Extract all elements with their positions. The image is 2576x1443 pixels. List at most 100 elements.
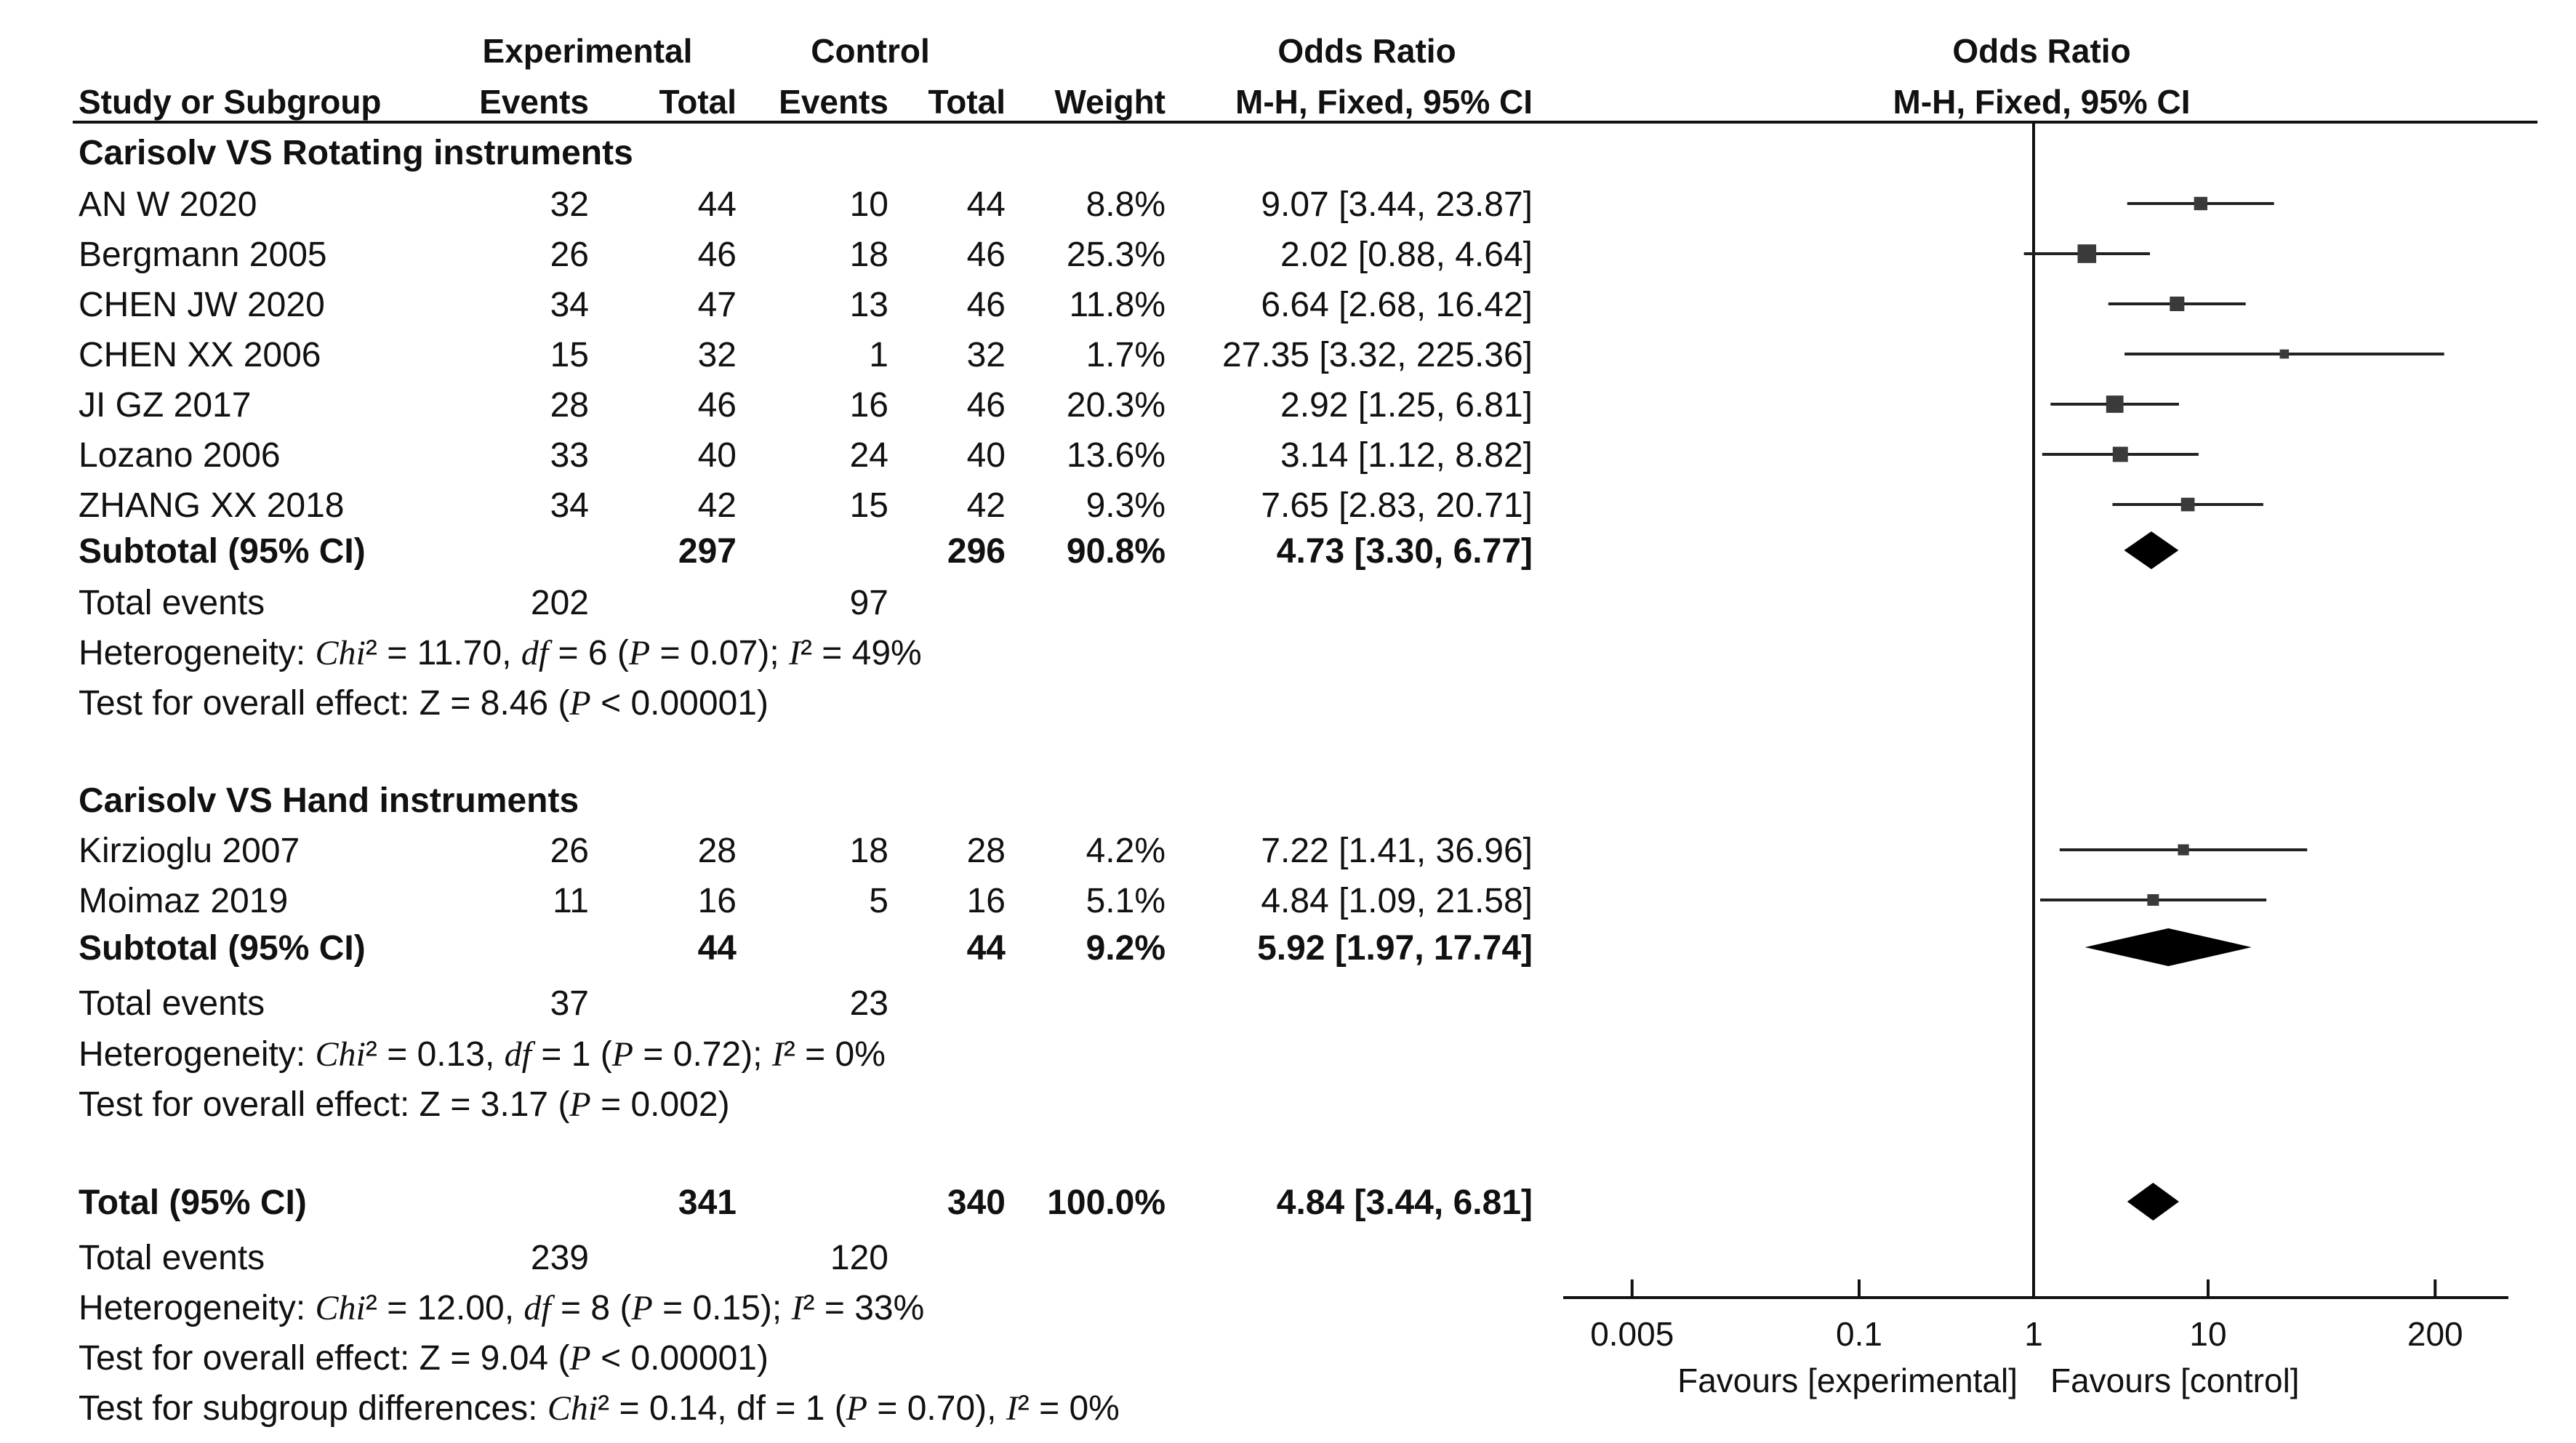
subtotal-ci: 4.73 [3.30, 6.77] <box>1277 532 1533 571</box>
total-label: Total (95% CI) <box>79 1183 307 1222</box>
total-events-label: Total events <box>79 584 265 622</box>
plot-marks <box>2023 196 2444 1221</box>
total-events-row: Total events 37 23 <box>79 984 888 1023</box>
total-events-exp: 202 <box>531 584 589 622</box>
favours-control: Favours [control] <box>2050 1362 2300 1399</box>
overall-effect-text: Test for overall effect: Z = 3.17 (P = 0… <box>79 1085 730 1124</box>
total-events-ctl: 120 <box>830 1239 888 1277</box>
events-exp: 28 <box>550 386 589 425</box>
header-method: M-H, Fixed, 95% CI <box>1235 83 1533 121</box>
total-events-exp: 37 <box>550 984 589 1023</box>
point-estimate <box>2279 349 2290 359</box>
total-exp: 16 <box>698 882 737 920</box>
header-experimental: Experimental <box>483 32 693 70</box>
study-name: AN W 2020 <box>79 185 257 224</box>
events-ctl: 13 <box>850 286 888 324</box>
events-ctl: 5 <box>869 882 888 920</box>
total-ctl: 42 <box>967 486 1006 525</box>
point-estimate <box>2194 196 2208 211</box>
group-1-title: Carisolv VS Rotating instruments <box>79 134 633 172</box>
total-exp: 42 <box>698 486 737 525</box>
study-name: CHEN JW 2020 <box>79 286 325 324</box>
group-1-rows: AN W 2020 32 44 10 44 8.8% 9.07 [3.44, 2… <box>79 185 1533 525</box>
pooled-diamond <box>2085 928 2252 966</box>
events-exp: 26 <box>550 236 589 274</box>
x-tick-label: 10 <box>2189 1315 2226 1353</box>
point-estimate <box>2170 296 2185 312</box>
overall-effect-text: Test for overall effect: Z = 8.46 (P < 0… <box>79 684 769 723</box>
header-control: Control <box>811 32 930 70</box>
header-events-ctl: Events <box>779 83 888 121</box>
odds-ratio-ci: 3.14 [1.12, 8.82] <box>1280 436 1533 475</box>
subtotal-label: Subtotal (95% CI) <box>79 532 366 571</box>
x-tick-label: 1 <box>2024 1315 2043 1353</box>
total-row: Total (95% CI) 341 340 100.0% 4.84 [3.44… <box>79 1183 1533 1222</box>
table-row: Bergmann 2005 26 46 18 46 25.3% 2.02 [0.… <box>79 236 1533 274</box>
odds-ratio-ci: 7.65 [2.83, 20.71] <box>1261 486 1533 525</box>
odds-ratio-ci: 7.22 [1.41, 36.96] <box>1261 832 1533 870</box>
subtotal-total-exp: 44 <box>698 929 737 968</box>
total-total-exp: 341 <box>678 1183 737 1222</box>
total-events-ctl: 97 <box>850 584 888 622</box>
total-events-row: Total events 202 97 <box>79 584 888 622</box>
total-ctl: 40 <box>967 436 1006 475</box>
heterogeneity-text: Heterogeneity: Chi² = 11.70, df = 6 (P =… <box>79 634 922 672</box>
odds-ratio-ci: 6.64 [2.68, 16.42] <box>1261 286 1533 324</box>
weight: 20.3% <box>1067 386 1165 425</box>
total-events-ctl: 23 <box>850 984 888 1023</box>
events-exp: 32 <box>550 185 589 224</box>
weight: 11.8% <box>1069 286 1165 324</box>
table-row: Moimaz 2019 11 16 5 16 5.1% 4.84 [1.09, … <box>79 882 1533 920</box>
total-ctl: 46 <box>967 236 1006 274</box>
subtotal-row: Subtotal (95% CI) 297 296 90.8% 4.73 [3.… <box>79 532 1533 571</box>
total-total-ctl: 340 <box>947 1183 1006 1222</box>
header-total-exp: Total <box>659 83 737 121</box>
point-estimate <box>2112 446 2128 462</box>
total-exp: 46 <box>698 236 737 274</box>
x-tick-label: 0.1 <box>1836 1315 1882 1353</box>
odds-ratio-ci: 27.35 [3.32, 225.36] <box>1222 336 1533 374</box>
table-row: CHEN XX 2006 15 32 1 32 1.7% 27.35 [3.32… <box>79 336 1533 374</box>
total-exp: 46 <box>698 386 737 425</box>
study-name: Bergmann 2005 <box>79 236 327 274</box>
total-ctl: 28 <box>967 832 1006 870</box>
total-ctl: 16 <box>967 882 1006 920</box>
weight: 4.2% <box>1086 832 1165 870</box>
total-events-label: Total events <box>79 984 265 1023</box>
plot-method: M-H, Fixed, 95% CI <box>1893 83 2191 121</box>
pooled-diamond <box>2124 531 2179 569</box>
total-events-exp: 239 <box>531 1239 589 1277</box>
total-exp: 32 <box>698 336 737 374</box>
study-name: JI GZ 2017 <box>79 386 251 425</box>
subgroup-differences-text: Test for subgroup differences: Chi² = 0.… <box>79 1389 1120 1428</box>
events-ctl: 18 <box>850 236 888 274</box>
total-exp: 40 <box>698 436 737 475</box>
total-events-row: Total events 239 120 <box>79 1239 888 1277</box>
total-ci: 4.84 [3.44, 6.81] <box>1277 1183 1533 1222</box>
odds-ratio-ci: 2.92 [1.25, 6.81] <box>1280 386 1533 425</box>
x-axis-ticks: 0.005 0.1 1 10 200 <box>1590 1279 2463 1353</box>
total-ctl: 46 <box>967 386 1006 425</box>
total-ctl: 46 <box>967 286 1006 324</box>
subtotal-total-exp: 297 <box>678 532 737 571</box>
odds-ratio-ci: 2.02 [0.88, 4.64] <box>1280 236 1533 274</box>
events-exp: 11 <box>553 882 589 920</box>
point-estimate <box>2106 395 2124 413</box>
total-exp: 44 <box>698 185 737 224</box>
study-name: ZHANG XX 2018 <box>79 486 344 525</box>
events-exp: 34 <box>550 486 589 525</box>
study-name: Kirzioglu 2007 <box>79 832 300 870</box>
table-row: JI GZ 2017 28 46 16 46 20.3% 2.92 [1.25,… <box>79 386 1533 425</box>
table-row: ZHANG XX 2018 34 42 15 42 9.3% 7.65 [2.8… <box>79 486 1533 525</box>
odds-ratio-ci: 9.07 [3.44, 23.87] <box>1261 185 1533 224</box>
heterogeneity-text: Heterogeneity: Chi² = 12.00, df = 8 (P =… <box>79 1289 924 1327</box>
point-estimate <box>2178 844 2189 856</box>
subtotal-total-ctl: 296 <box>947 532 1006 571</box>
events-ctl: 10 <box>850 185 888 224</box>
study-name: Moimaz 2019 <box>79 882 288 920</box>
events-ctl: 24 <box>850 436 888 475</box>
table-row: AN W 2020 32 44 10 44 8.8% 9.07 [3.44, 2… <box>79 185 1533 224</box>
subtotal-label: Subtotal (95% CI) <box>79 929 366 968</box>
pooled-diamond <box>2127 1183 2179 1221</box>
total-exp: 28 <box>698 832 737 870</box>
